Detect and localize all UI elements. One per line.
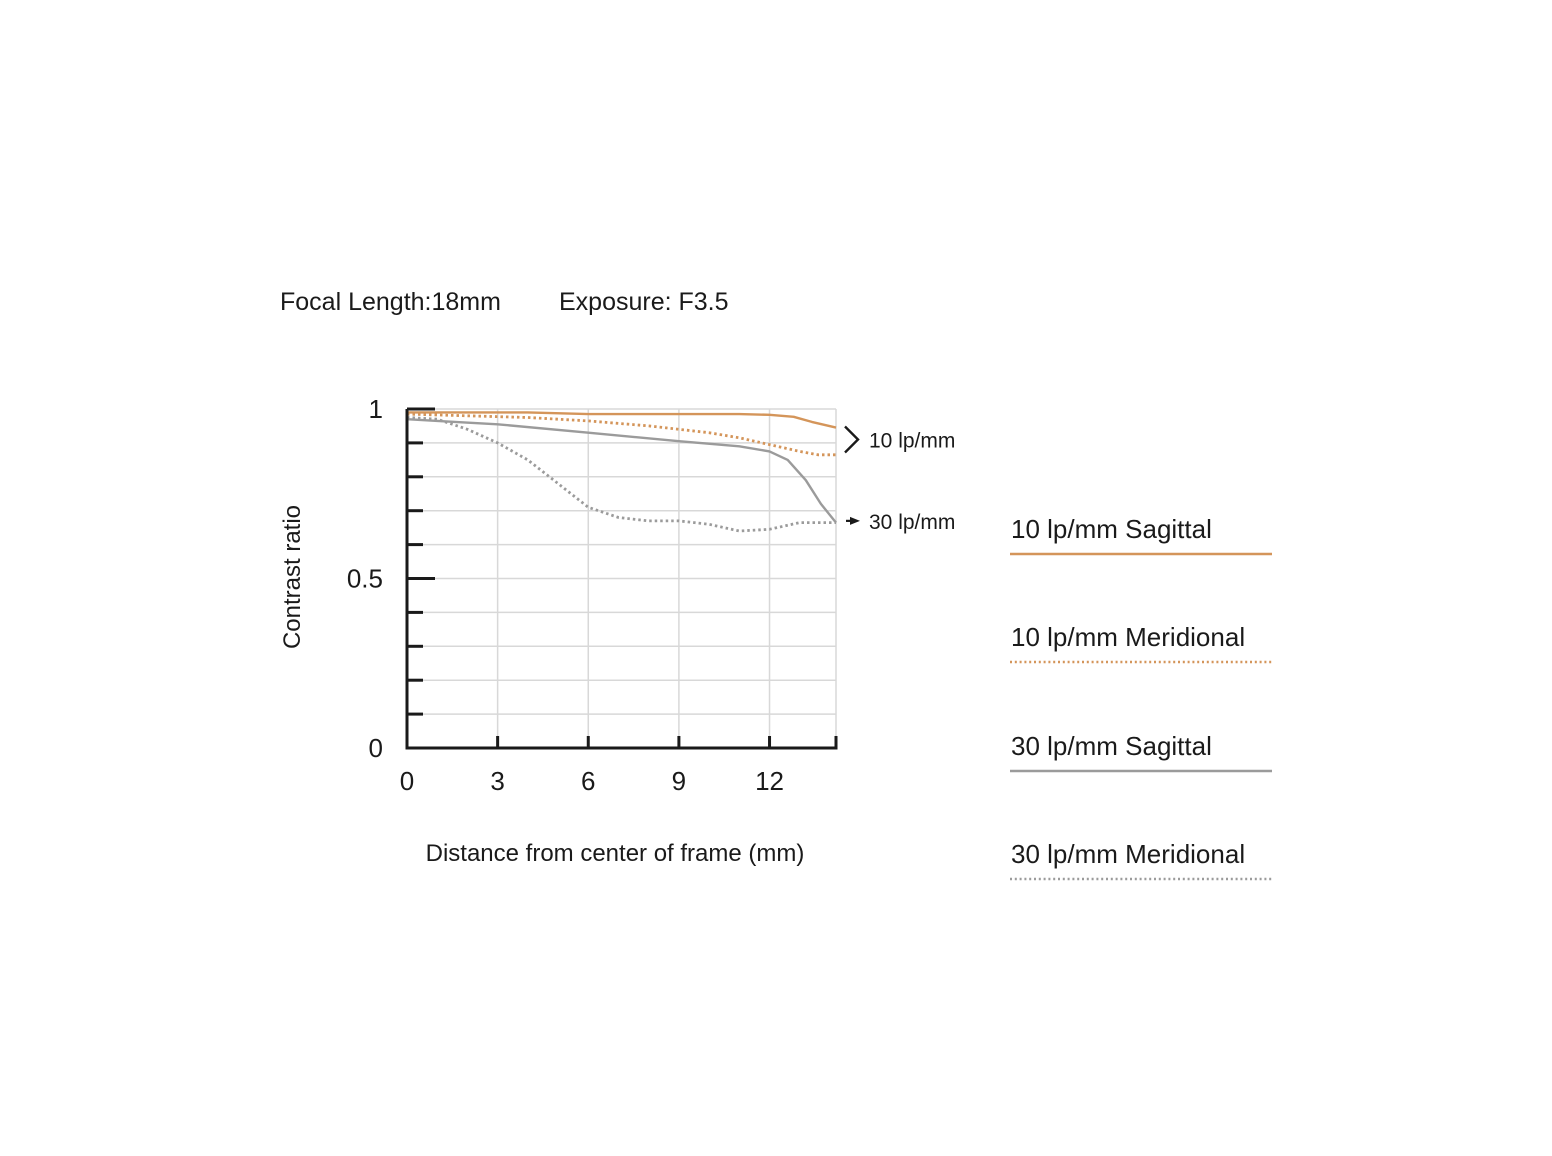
- legend-label-4: 30 lp/mm Meridional: [1011, 839, 1245, 869]
- legend-label-1: 10 lp/mm Sagittal: [1011, 514, 1212, 544]
- chart-subtitle: Exposure: F3.5: [559, 288, 729, 316]
- series-line-4: [406, 416, 836, 533]
- series-line-3: [406, 418, 837, 524]
- bracket-marker: [844, 425, 860, 454]
- y-tick-label: 0: [369, 733, 383, 763]
- legend-label-3: 30 lp/mm Sagittal: [1011, 731, 1212, 761]
- series-line-1: [407, 411, 837, 429]
- x-tick-label: 12: [755, 766, 784, 796]
- arrow-head: [850, 516, 860, 525]
- x-tick-label: 0: [400, 766, 414, 796]
- group-label-30lpmm: 30 lp/mm: [869, 511, 955, 534]
- tick-labels: 0 3 6 9 12 0 0.5 1: [347, 394, 784, 796]
- chart-title: Focal Length:18mm: [280, 288, 501, 316]
- series-lines: [406, 411, 837, 533]
- series-line-2: [406, 412, 836, 457]
- group-label-10lpmm: 10 lp/mm: [869, 430, 955, 453]
- axes: [405, 407, 838, 750]
- x-tick-label: 3: [490, 766, 504, 796]
- y-tick-label: 0.5: [347, 564, 383, 594]
- y-tick-label: 1: [369, 394, 383, 424]
- grid: [407, 408, 837, 748]
- x-axis-label: Distance from center of frame (mm): [426, 840, 805, 867]
- legend: 10 lp/mm Sagittal 10 lp/mm Meridional 30 l…: [1010, 514, 1272, 881]
- x-tick-label: 9: [672, 766, 686, 796]
- x-tick-label: 6: [581, 766, 595, 796]
- y-axis-label: Contrast ratio: [279, 505, 306, 649]
- group-labels: 10 lp/mm 30 lp/mm: [844, 425, 955, 534]
- legend-label-2: 10 lp/mm Meridional: [1011, 622, 1245, 652]
